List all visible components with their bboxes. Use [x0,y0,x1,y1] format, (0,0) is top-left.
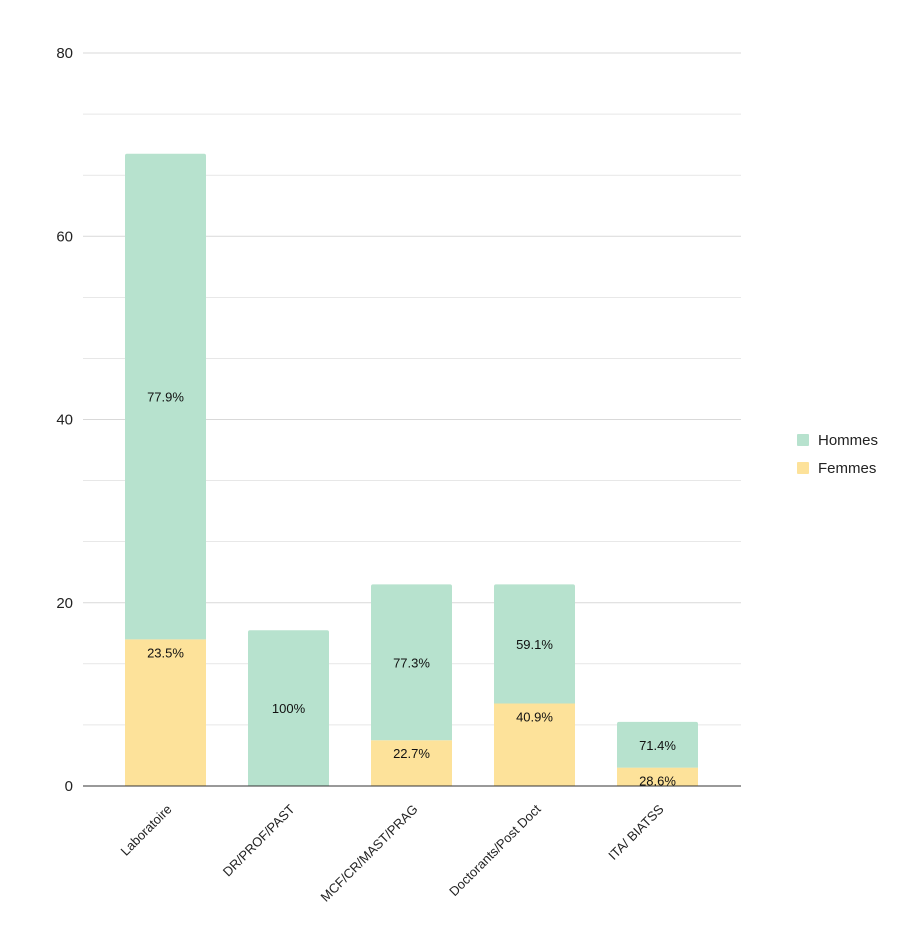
data-label: 77.3% [393,655,430,670]
bar-segment-hommes [617,721,698,768]
bar-segment-hommes [125,153,206,640]
legend-swatch-femmes [797,462,809,474]
legend-label-hommes: Hommes [818,432,878,449]
bar-segment-femmes [494,703,575,786]
y-tick-label: 60 [56,228,73,245]
y-axis: 0 20 40 60 80 [56,45,73,795]
data-label: 100% [272,701,306,716]
data-label: 28.6% [639,774,676,789]
y-tick-label: 0 [65,778,73,795]
bar-segment-hommes [494,584,575,704]
bar-segment-hommes [248,630,329,786]
category-label: ITA/ BIATSS [605,801,667,863]
category-label: DR/PROF/PAST [220,801,298,879]
data-label: 40.9% [516,710,553,725]
y-tick-label: 20 [56,595,73,612]
data-label: 59.1% [516,637,553,652]
bar-segment-femmes [125,639,206,786]
data-label: 71.4% [639,738,676,753]
bars: 23.5% 77.9% 100% 22.7% 77.3% 40.9% 59.1% 28.6% 7… [125,153,698,789]
y-tick-label: 40 [56,412,73,429]
bar-segment-hommes [371,584,452,741]
data-label: 22.7% [393,746,430,761]
legend-swatch-hommes [797,434,809,446]
category-label: MCF/CR/MAST/PRAG [318,802,421,905]
legend: Hommes Femmes [797,432,878,477]
data-label: 23.5% [147,645,184,660]
data-label: 77.9% [147,390,184,405]
y-tick-label: 80 [56,45,73,62]
bar-segment-femmes [371,740,452,786]
bar-segment-femmes [617,767,698,786]
category-label: Laboratoire [118,802,175,859]
legend-label-femmes: Femmes [818,460,876,477]
category-label: Doctorants/Post Doct [446,801,544,899]
x-axis: Laboratoire DR/PROF/PAST MCF/CR/MAST/PRAG D… [83,785,741,905]
